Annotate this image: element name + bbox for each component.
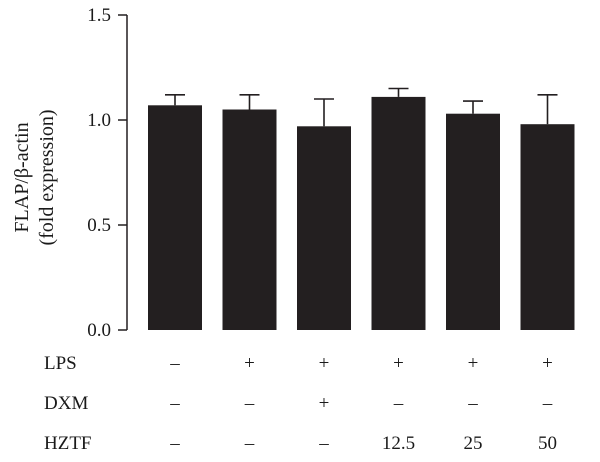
treatment-cell: 50: [538, 433, 557, 454]
y-ticks: 0.0 0.5 1.0 1.5: [87, 5, 127, 341]
y-axis-title: FLAP/β-actin (fold expression): [11, 109, 58, 245]
treatment-cell: –: [542, 393, 553, 414]
bar: [222, 109, 277, 330]
treatment-cell: +: [319, 393, 330, 414]
y-tick-label: 1.0: [87, 110, 111, 131]
bar: [148, 105, 202, 330]
treatment-row-label: LPS: [44, 353, 77, 374]
treatment-cell: –: [467, 393, 478, 414]
treatment-cell: +: [319, 353, 330, 374]
treatment-cell: –: [244, 433, 255, 454]
treatment-table: LPS – + + + + + DXM – – + – – – HZTF – – – 12.5 25 50: [44, 353, 557, 454]
treatment-cell: 12.5: [382, 433, 415, 454]
y-axis: 0.0 0.5 1.0 1.5: [87, 5, 128, 341]
treatment-cell: 25: [464, 433, 483, 454]
treatment-cell: +: [542, 353, 553, 374]
y-tick-label: 1.5: [87, 5, 111, 26]
treatment-cell: –: [318, 433, 329, 454]
bar: [446, 113, 500, 330]
y-axis-title-line1: FLAP/β-actin: [11, 122, 33, 232]
error-bars: [165, 87, 558, 127]
treatment-cell: –: [169, 433, 180, 454]
bar: [297, 126, 351, 330]
treatment-cell: –: [169, 393, 180, 414]
y-tick-label: 0.0: [87, 320, 111, 341]
treatment-row-label: HZTF: [44, 433, 92, 454]
bars: [148, 96, 575, 331]
bar: [371, 96, 426, 331]
treatment-cell: –: [393, 393, 404, 414]
y-axis-title-line2: (fold expression): [36, 109, 58, 245]
bar: [520, 124, 575, 330]
treatment-cell: +: [468, 353, 479, 374]
treatment-cell: –: [244, 393, 255, 414]
y-tick-label: 0.5: [87, 215, 111, 236]
treatment-row-label: DXM: [44, 393, 88, 414]
treatment-cell: –: [169, 353, 180, 374]
treatment-cell: +: [393, 353, 404, 374]
treatment-cell: +: [244, 353, 255, 374]
